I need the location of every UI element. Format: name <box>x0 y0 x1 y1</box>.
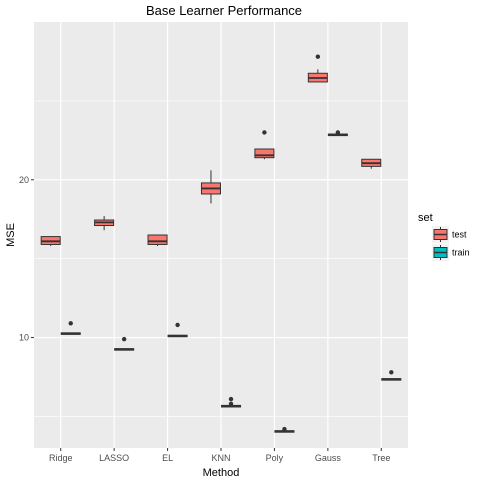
box-train-gauss <box>327 130 348 137</box>
outlier-point <box>68 321 73 326</box>
legend-label-test: test <box>452 230 467 240</box>
y-axis-title: MSE <box>5 223 17 247</box>
box-train-el <box>167 322 188 338</box>
outlier-point <box>228 401 234 407</box>
box-test-poly <box>254 130 275 160</box>
box-train-lasso <box>114 336 135 351</box>
legend-title: set <box>418 212 433 224</box>
x-tick-label: EL <box>162 453 173 463</box>
outlier-point <box>121 336 127 342</box>
chart-title: Base Learner Performance <box>146 3 302 18</box>
outlier-point <box>315 54 321 59</box>
box-test-lasso <box>94 216 115 231</box>
x-tick-label: Gauss <box>315 453 342 463</box>
outlier-point <box>262 130 267 135</box>
box-train-knn <box>221 396 242 408</box>
box-train-poly <box>274 426 295 433</box>
legend: set test train <box>418 212 470 261</box>
x-tick-label: LASSO <box>99 453 129 463</box>
box-train-tree <box>381 370 402 381</box>
grid-lines <box>34 22 408 448</box>
outlier-point <box>335 130 341 135</box>
box-test-tree <box>361 158 382 169</box>
box-test-knn <box>200 170 221 204</box>
outlier-point <box>228 396 234 402</box>
x-tick-label: KNN <box>211 453 230 463</box>
y-axis: 10 20 <box>19 175 34 343</box>
x-tick-label: Ridge <box>49 453 73 463</box>
box-train-ridge <box>60 321 81 335</box>
outlier-point <box>389 370 394 375</box>
box-test-el <box>147 234 168 247</box>
y-tick-label: 20 <box>19 175 29 185</box>
box-test-gauss <box>307 54 328 83</box>
x-tick-label: Tree <box>372 453 390 463</box>
outlier-point <box>175 322 180 328</box>
outlier-point <box>282 426 287 432</box>
box-body <box>254 148 275 159</box>
x-axis-title: Method <box>203 467 240 479</box>
x-tick-label: Poly <box>266 453 284 463</box>
y-tick-label: 10 <box>19 333 29 343</box>
box-test-ridge <box>40 236 61 247</box>
legend-label-train: train <box>452 248 470 258</box>
box-layer <box>40 54 402 433</box>
box-body <box>147 234 168 245</box>
x-axis: Ridge LASSO EL KNN Poly Gauss Tree <box>49 448 390 463</box>
